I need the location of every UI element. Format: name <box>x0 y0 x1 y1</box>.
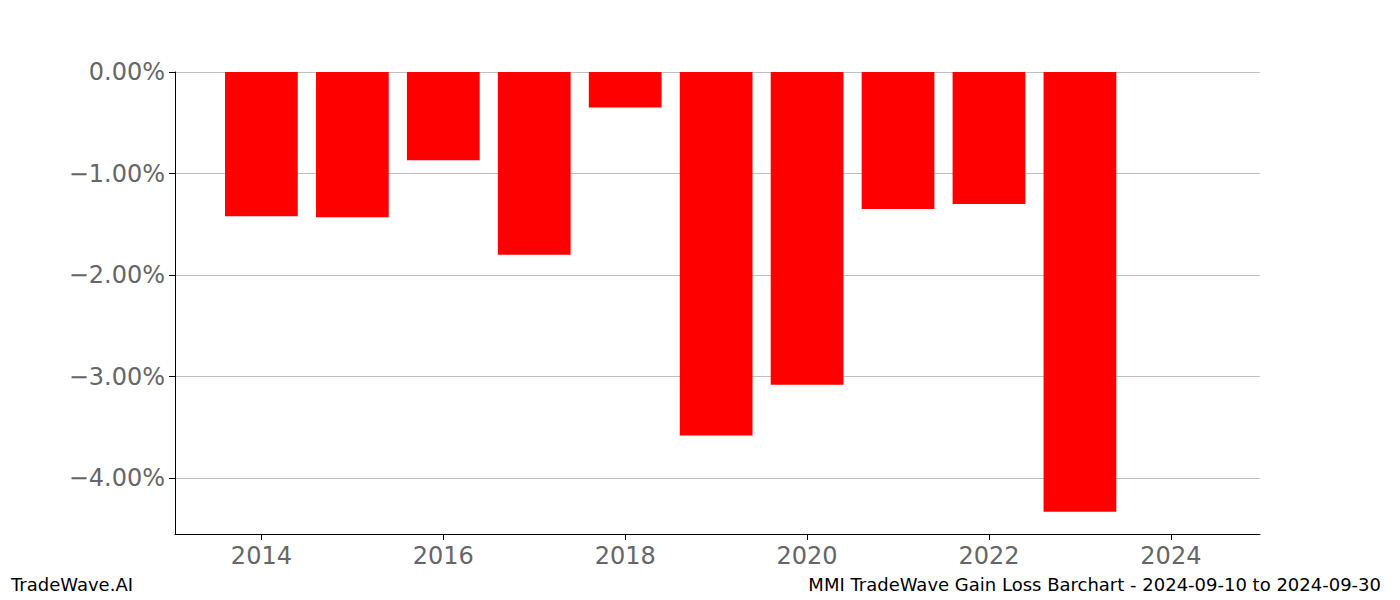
svg-text:2014: 2014 <box>231 542 292 570</box>
svg-text:2018: 2018 <box>595 542 656 570</box>
svg-text:−2.00%: −2.00% <box>69 261 165 289</box>
svg-text:2022: 2022 <box>958 542 1019 570</box>
svg-text:0.00%: 0.00% <box>89 58 165 86</box>
svg-text:MMI TradeWave Gain Loss Barcha: MMI TradeWave Gain Loss Barchart - 2024-… <box>808 574 1381 595</box>
svg-text:−4.00%: −4.00% <box>69 464 165 492</box>
svg-text:−3.00%: −3.00% <box>69 363 165 391</box>
svg-text:2024: 2024 <box>1140 542 1201 570</box>
svg-text:2016: 2016 <box>413 542 474 570</box>
svg-text:TradeWave.AI: TradeWave.AI <box>10 574 133 595</box>
svg-text:−1.00%: −1.00% <box>69 160 165 188</box>
svg-text:2020: 2020 <box>777 542 838 570</box>
